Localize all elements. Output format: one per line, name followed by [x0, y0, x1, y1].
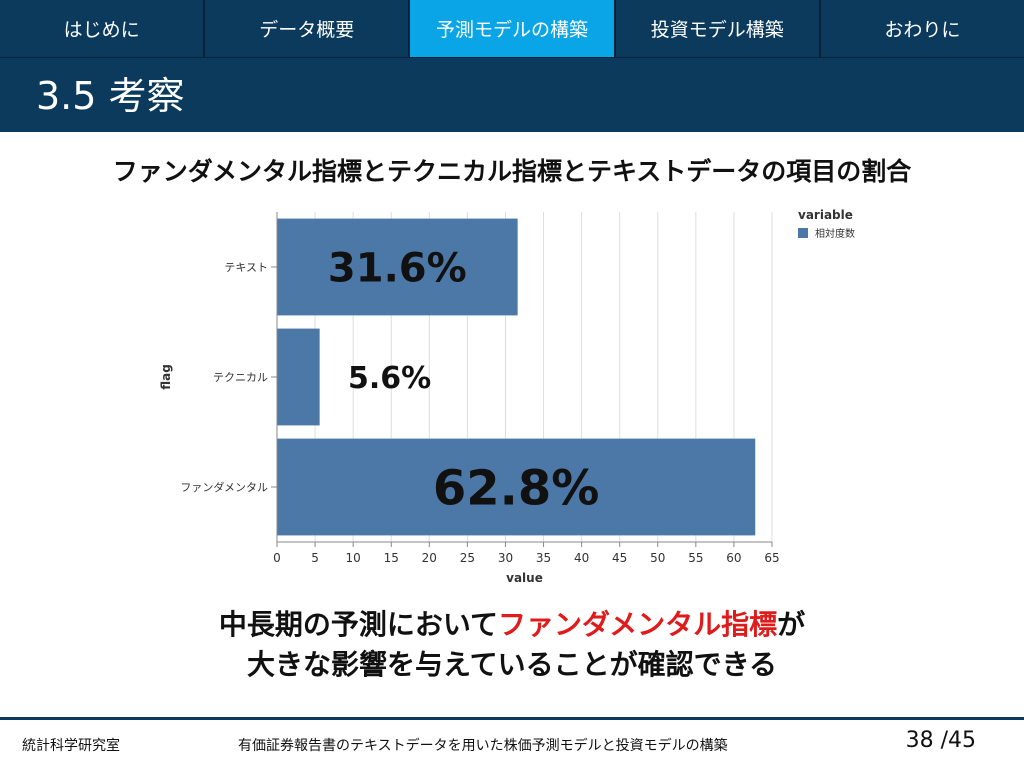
x-tick-label: 35: [536, 551, 551, 565]
tab-prediction-model[interactable]: 予測モデルの構築: [410, 0, 616, 58]
y-tick-label: ファンダメンタル: [180, 480, 268, 494]
page-number: 38 /45: [905, 728, 976, 753]
bar: [277, 218, 518, 316]
tab-investment-model[interactable]: 投資モデル構築: [615, 0, 821, 58]
footer-divider: [0, 717, 1024, 720]
tab-introduction[interactable]: はじめに: [0, 0, 206, 58]
title-band: 3.5 考察: [0, 58, 1024, 132]
x-tick-label: 10: [346, 551, 361, 565]
x-tick-label: 40: [574, 551, 589, 565]
x-tick-label: 5: [311, 551, 319, 565]
x-tick-label: 20: [422, 551, 437, 565]
legend-swatch: [798, 228, 808, 238]
bar-chart: テキスト 31.6% テクニカル 5.6% ファンダメンタル 62.8% 0 5 10 15 20 2…: [159, 208, 855, 585]
y-tick-label: テキスト: [224, 261, 268, 274]
y-axis-title: flag: [159, 364, 173, 390]
x-tick-label: 50: [650, 551, 665, 565]
footer-lab: 統計科学研究室: [22, 738, 120, 754]
conclusion-text-b: が: [777, 608, 806, 641]
bar: [277, 328, 320, 426]
conclusion-line-2: 大きな影響を与えていることが確認できる: [246, 648, 778, 681]
slide-title: 3.5 考察: [36, 74, 185, 118]
tab-conclusion[interactable]: おわりに: [820, 0, 1024, 58]
x-tick-label: 25: [460, 551, 475, 565]
conclusion-line-1: 中長期の予測においてファンダメンタル指標が: [0, 603, 1024, 643]
conclusion-text-a: 中長期の予測において: [218, 608, 498, 641]
data-label: 62.8%: [433, 460, 600, 516]
x-tick-label: 65: [764, 551, 779, 565]
x-tick-label: 30: [498, 551, 513, 565]
bar: [277, 438, 756, 536]
slide-heading: ファンダメンタル指標とテクニカル指標とテキストデータの項目の割合: [112, 157, 912, 186]
x-tick-label: 55: [688, 551, 703, 565]
y-tick-label: テクニカル: [213, 371, 268, 384]
x-tick-label: 0: [273, 551, 281, 565]
data-label: 31.6%: [328, 245, 467, 291]
footer-subtitle: 有価証券報告書のテキストデータを用いた株価予測モデルと投資モデルの構築: [238, 738, 728, 754]
x-tick-label: 15: [384, 551, 399, 565]
data-label: 5.6%: [348, 361, 431, 396]
tab-data-overview[interactable]: データ概要: [205, 0, 411, 58]
conclusion-highlight: ファンダメンタル指標: [497, 608, 778, 641]
x-axis-title: value: [506, 571, 543, 585]
x-tick-label: 60: [726, 551, 741, 565]
legend-label: 相対度数: [815, 227, 855, 240]
section-nav: はじめに データ概要 予測モデルの構築 投資モデル構築 おわりに: [0, 0, 1024, 58]
x-tick-label: 45: [612, 551, 627, 565]
legend-title: variable: [798, 208, 853, 222]
